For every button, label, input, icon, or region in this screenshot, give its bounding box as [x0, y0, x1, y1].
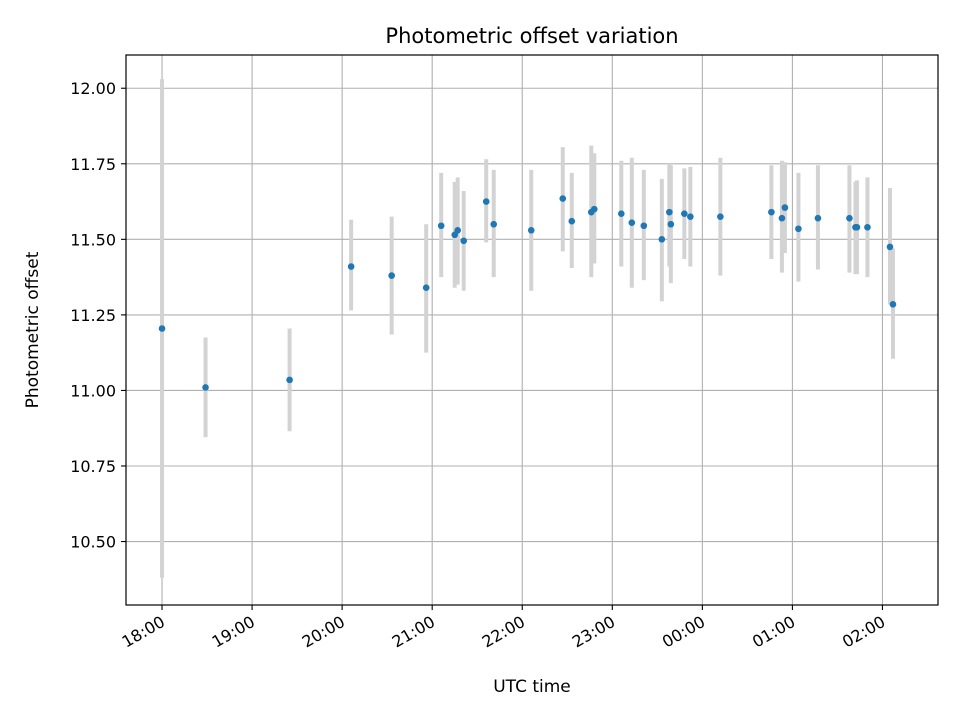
data-point [687, 213, 694, 220]
data-point [527, 226, 535, 234]
data-point [889, 301, 897, 308]
y-tick-label: 12.00 [70, 79, 116, 98]
data-point [422, 284, 430, 291]
data-point [640, 222, 648, 230]
data-point [666, 208, 673, 216]
data-point [658, 236, 666, 243]
data-point [286, 376, 293, 384]
data-point [681, 210, 688, 217]
data-point [460, 237, 468, 245]
data-point [454, 226, 462, 234]
y-axis-ticks: 10.50 10.75 11.00 11.25 11.50 11.75 12.00 [70, 79, 126, 552]
data-point [628, 219, 636, 227]
data-point [781, 204, 789, 211]
data-point [490, 220, 498, 228]
data-point [667, 220, 675, 228]
y-axis-label: Photometric offset [23, 251, 43, 408]
data-point [618, 210, 625, 217]
data-point [717, 213, 724, 220]
data-point [814, 214, 822, 222]
data-point [559, 195, 567, 202]
plot-frame [125, 54, 939, 606]
y-tick-label: 10.50 [70, 533, 116, 552]
data-point [590, 205, 598, 213]
y-tick-label: 11.25 [70, 306, 116, 325]
y-tick-label: 11.00 [70, 381, 116, 400]
data-point [388, 272, 395, 279]
data-point [347, 263, 355, 270]
data-point [846, 214, 853, 222]
y-tick-label: 11.50 [70, 230, 116, 249]
data-point [778, 214, 786, 222]
y-tick-label: 10.75 [70, 457, 116, 476]
chart-title: Photometric offset variation [385, 24, 678, 48]
data-point [202, 384, 209, 391]
point-layer [158, 195, 897, 391]
data-point [482, 198, 490, 205]
data-point [886, 243, 894, 251]
data-point [568, 217, 576, 225]
y-tick-label: 11.75 [70, 155, 116, 174]
data-point [853, 223, 861, 231]
x-axis-label: UTC time [493, 677, 571, 697]
data-point [437, 222, 445, 230]
data-point [768, 208, 775, 216]
data-point [864, 223, 871, 231]
data-point [795, 225, 802, 233]
data-point [158, 325, 166, 332]
